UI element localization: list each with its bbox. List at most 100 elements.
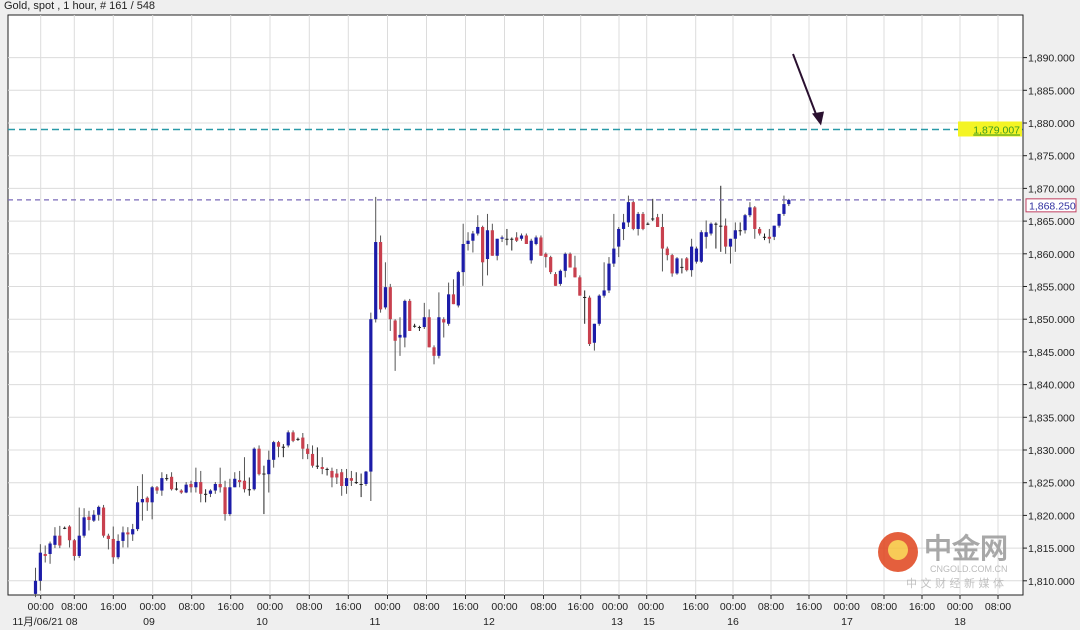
price-line-label: 1,879.007: [973, 124, 1020, 136]
candle: [330, 467, 334, 488]
candle-body: [481, 226, 485, 263]
candle: [58, 525, 62, 549]
candle-body: [199, 482, 203, 494]
logo-text: 中金网: [924, 532, 1008, 565]
grid-lines: [8, 15, 1023, 595]
candle: [762, 233, 767, 241]
candle: [242, 457, 247, 493]
candle: [218, 467, 222, 493]
candle: [485, 213, 490, 276]
candle-body: [53, 535, 57, 545]
price-line-label: 1,868.250: [1029, 200, 1076, 212]
y-tick-label: 1,860.000: [1028, 249, 1075, 261]
candle: [481, 225, 485, 286]
y-tick-label: 1,830.000: [1028, 445, 1075, 457]
candle-body: [301, 437, 305, 449]
candle-body: [213, 484, 217, 491]
candle: [621, 213, 626, 241]
y-tick-label: 1,815.000: [1028, 543, 1075, 555]
candle-body: [126, 532, 130, 535]
candle: [655, 213, 660, 227]
candle-body: [417, 327, 422, 329]
candle: [344, 468, 349, 494]
candle: [140, 474, 145, 521]
y-tick-label: 1,840.000: [1028, 380, 1075, 392]
x-date-label: 12: [483, 616, 495, 628]
candle-body: [155, 487, 159, 491]
candle: [510, 237, 514, 251]
candle: [106, 533, 110, 550]
candle-body: [106, 535, 110, 539]
candle: [155, 485, 159, 494]
candle-body: [471, 233, 475, 241]
candle-body: [223, 487, 227, 515]
x-time-label: 08:00: [758, 601, 784, 613]
candle: [631, 200, 635, 231]
candle: [451, 279, 456, 305]
candle-body: [534, 237, 538, 244]
candle: [782, 195, 786, 216]
candle: [320, 457, 324, 475]
candle: [169, 472, 174, 491]
candle-body: [592, 323, 596, 343]
candle-body: [544, 253, 548, 258]
watermark-logo: 中金网 CNGOLD.COM.CN 中 文 财 经 新 媒 体: [878, 532, 1008, 590]
candle-body: [597, 295, 601, 324]
candle: [364, 470, 368, 486]
x-time-label: 00:00: [834, 601, 860, 613]
candle: [199, 470, 203, 503]
candle-body: [422, 317, 426, 328]
candle-body: [607, 263, 611, 291]
x-time-label: 16:00: [218, 601, 244, 613]
x-date-label: 15: [643, 616, 655, 628]
candle-body: [675, 258, 679, 274]
candle-body: [617, 228, 621, 247]
candle: [349, 470, 353, 486]
candle-body: [641, 213, 645, 229]
candle: [228, 478, 232, 517]
candle-body: [257, 448, 261, 475]
candle: [145, 496, 149, 511]
candle: [388, 283, 392, 331]
x-time-label: 00:00: [491, 601, 517, 613]
candle: [92, 510, 96, 522]
candle: [728, 238, 733, 264]
candle-body: [306, 448, 310, 454]
candle-body: [116, 540, 120, 558]
y-tick-label: 1,835.000: [1028, 412, 1075, 424]
candle-body: [447, 294, 451, 324]
candle: [437, 292, 441, 359]
y-tick-label: 1,845.000: [1028, 347, 1075, 359]
candle: [607, 257, 611, 294]
candle-body: [233, 478, 237, 488]
candle-body: [208, 490, 213, 494]
candle-body: [43, 553, 47, 556]
candle-body: [58, 535, 62, 546]
candle: [101, 504, 106, 538]
candle-body: [437, 317, 441, 356]
candle: [573, 255, 577, 278]
candle: [602, 262, 606, 298]
logo-tagline: 中 文 财 经 新 媒 体: [906, 576, 1004, 590]
candle: [660, 213, 665, 272]
candle-body: [174, 488, 179, 490]
candle-body: [753, 207, 757, 229]
candle-body: [349, 478, 353, 481]
x-date-label: 16: [727, 616, 739, 628]
candle-body: [140, 499, 145, 503]
candle-body: [276, 442, 281, 447]
candle-body: [515, 237, 519, 241]
candle: [471, 230, 475, 253]
candle: [247, 477, 251, 496]
candle: [291, 430, 295, 443]
candle-body: [568, 253, 572, 268]
candle: [276, 440, 281, 458]
candle-body: [165, 478, 169, 480]
candle: [412, 323, 417, 328]
logo-emblem-inner: [888, 540, 908, 560]
candle-body: [291, 432, 295, 441]
candle: [724, 218, 728, 254]
candle-body: [699, 232, 703, 262]
y-tick-label: 1,870.000: [1028, 183, 1075, 195]
candle: [174, 482, 179, 491]
